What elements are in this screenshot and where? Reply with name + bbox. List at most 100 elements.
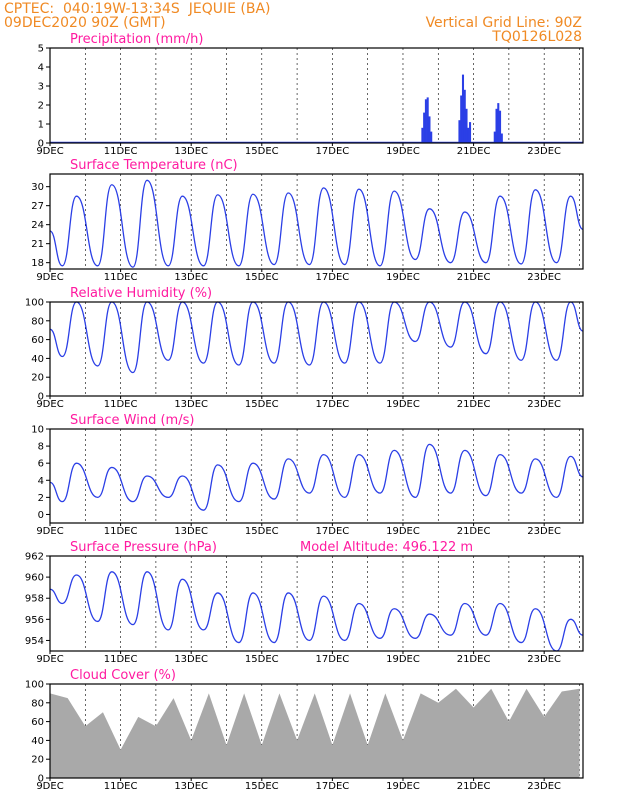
x-tick-label: 15DEC — [245, 399, 279, 410]
y-tick-label: 3 — [38, 82, 44, 93]
x-tick-label: 11DEC — [104, 272, 138, 283]
x-tick-label: 17DEC — [316, 526, 350, 537]
y-tick-label: 10 — [31, 425, 44, 436]
y-tick-label: 958 — [25, 594, 44, 605]
precip-bar — [423, 112, 426, 143]
x-tick-label: 11DEC — [104, 146, 138, 157]
precip-bar — [428, 116, 431, 143]
x-tick-label: 19DEC — [386, 654, 420, 665]
precip-bar — [430, 131, 433, 143]
x-tick-label: 13DEC — [174, 526, 208, 537]
precip-bar — [469, 122, 472, 143]
x-tick-label: 13DEC — [174, 146, 208, 157]
rh-series-line — [49, 301, 584, 374]
y-tick-label: 6 — [38, 459, 44, 470]
cloud-cover-area — [50, 688, 580, 778]
x-tick-label: 13DEC — [174, 781, 208, 792]
x-tick-label: 23DEC — [527, 781, 561, 792]
y-tick-label: 8 — [38, 442, 44, 453]
x-tick-label: 17DEC — [316, 146, 350, 157]
y-tick-label: 24 — [31, 220, 44, 231]
rh-frame — [49, 301, 584, 397]
precip-bar — [493, 131, 496, 143]
precip-bar — [458, 120, 461, 143]
x-tick-label: 11DEC — [104, 526, 138, 537]
y-tick-label: 4 — [38, 63, 44, 74]
cloud-frame — [49, 683, 584, 779]
x-tick-label: 15DEC — [245, 654, 279, 665]
x-tick-label: 19DEC — [386, 526, 420, 537]
y-tick-label: 0 — [38, 139, 44, 150]
y-tick-label: 0 — [38, 392, 44, 403]
x-tick-label: 19DEC — [386, 272, 420, 283]
x-tick-label: 9DEC — [36, 654, 63, 665]
precip-frame — [49, 47, 584, 144]
y-tick-label: 0 — [38, 510, 44, 521]
x-tick-label: 21DEC — [457, 654, 491, 665]
precip-bar — [497, 103, 500, 143]
x-tick-label: 15DEC — [245, 146, 279, 157]
y-tick-label: 1 — [38, 120, 44, 131]
y-tick-label: 60 — [31, 335, 44, 346]
precip-bar — [421, 127, 424, 143]
y-tick-label: 27 — [31, 201, 44, 212]
y-tick-label: 21 — [31, 239, 44, 250]
y-tick-label: 40 — [31, 736, 44, 747]
temp-frame — [49, 173, 584, 270]
precip-bar — [424, 99, 427, 143]
x-tick-label: 9DEC — [36, 526, 63, 537]
x-tick-label: 11DEC — [104, 781, 138, 792]
x-tick-label: 19DEC — [386, 399, 420, 410]
x-tick-label: 13DEC — [174, 272, 208, 283]
x-tick-label: 19DEC — [386, 146, 420, 157]
x-tick-label: 15DEC — [245, 272, 279, 283]
precip-bar — [461, 74, 465, 143]
x-tick-label: 21DEC — [457, 526, 491, 537]
y-tick-label: 30 — [31, 182, 44, 193]
y-tick-label: 5 — [38, 44, 44, 55]
y-tick-label: 960 — [25, 573, 44, 584]
x-tick-label: 21DEC — [457, 781, 491, 792]
x-tick-label: 17DEC — [316, 272, 350, 283]
press-series-line — [49, 571, 584, 652]
x-tick-label: 23DEC — [527, 526, 561, 537]
temp-series-line — [49, 179, 584, 268]
x-tick-label: 11DEC — [104, 654, 138, 665]
y-tick-label: 80 — [31, 316, 44, 327]
x-tick-label: 11DEC — [104, 399, 138, 410]
y-tick-label: 0 — [38, 774, 44, 785]
y-tick-label: 100 — [25, 298, 44, 309]
model-altitude-label: Model Altitude: 496.122 m — [300, 540, 473, 555]
x-tick-label: 17DEC — [316, 399, 350, 410]
header-model-code: TQ0126L028 — [492, 29, 582, 45]
x-tick-label: 9DEC — [36, 399, 63, 410]
x-tick-label: 23DEC — [527, 146, 561, 157]
precip-bar — [426, 97, 429, 143]
press-panel: 954 956 958 960 962 9DEC 11DEC 13DEC 15DEC 17DEC 1… — [25, 540, 584, 665]
y-tick-label: 40 — [31, 354, 44, 365]
x-tick-label: 13DEC — [174, 399, 208, 410]
y-tick-label: 2 — [38, 101, 44, 112]
precip-bar — [463, 89, 466, 143]
x-tick-label: 23DEC — [527, 654, 561, 665]
header-grid-line: Vertical Grid Line: 90Z — [425, 15, 582, 31]
cloud-panel: 0 20 40 60 80 100 9DEC 11DEC 13DEC 15DEC 17DEC 19DE… — [25, 668, 584, 792]
wind-title: Surface Wind (m/s) — [70, 413, 194, 428]
y-tick-label: 954 — [25, 636, 44, 647]
x-tick-label: 17DEC — [316, 781, 350, 792]
y-tick-label: 4 — [38, 476, 44, 487]
y-tick-label: 2 — [38, 493, 44, 504]
y-tick-label: 20 — [31, 755, 44, 766]
x-tick-label: 13DEC — [174, 654, 208, 665]
precip-title: Precipitation (mm/h) — [70, 32, 203, 47]
precip-bar — [495, 108, 498, 143]
x-tick-label: 15DEC — [245, 781, 279, 792]
wind-panel: 0 2 4 6 8 10 9DEC 11DEC 13DEC 15DEC 17DEC 19DEC 21DE… — [31, 413, 584, 537]
cloud-title: Cloud Cover (%) — [70, 668, 176, 683]
y-tick-label: 956 — [25, 615, 44, 626]
precip-bar — [499, 110, 502, 143]
press-title: Surface Pressure (hPa) — [70, 540, 217, 555]
header-location: CPTEC: 040:19W-13:34S JEQUIE (BA) — [4, 1, 271, 17]
x-tick-label: 21DEC — [457, 399, 491, 410]
